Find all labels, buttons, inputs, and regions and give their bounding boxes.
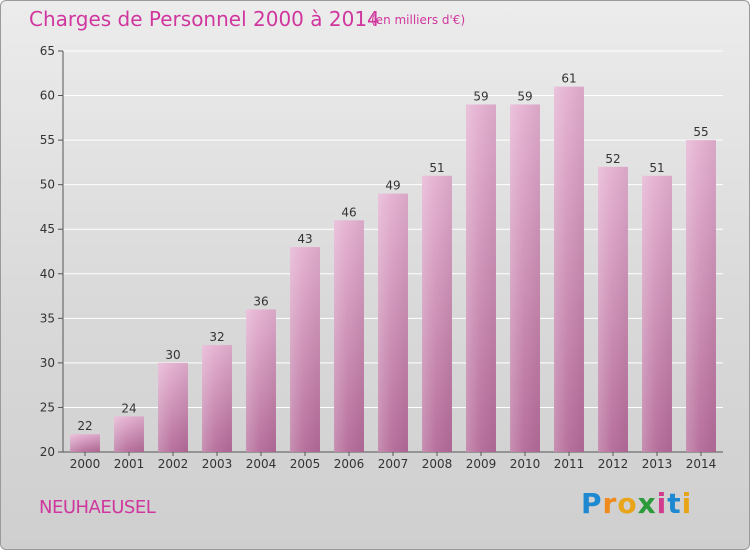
y-tick-label: 35 xyxy=(40,311,55,325)
y-tick-label: 55 xyxy=(40,133,55,147)
x-tick-label: 2009 xyxy=(466,457,497,471)
bar-highlight xyxy=(554,86,584,453)
bar-value-label: 52 xyxy=(605,152,620,166)
x-tick-label: 2010 xyxy=(510,457,541,471)
bar-value-label: 46 xyxy=(341,205,356,219)
x-tick-label: 2004 xyxy=(246,457,277,471)
bar-value-label: 51 xyxy=(429,161,444,175)
bar-highlight xyxy=(642,175,672,452)
x-tick-label: 2006 xyxy=(334,457,365,471)
bar-value-label: 59 xyxy=(517,89,532,103)
bar-highlight xyxy=(70,434,100,452)
bar-value-label: 61 xyxy=(561,72,576,86)
brand-letter: r xyxy=(602,487,618,520)
y-tick-label: 40 xyxy=(40,267,55,281)
bar-highlight xyxy=(422,175,452,452)
bar-value-label: 55 xyxy=(693,125,708,139)
x-tick-label: 2002 xyxy=(158,457,189,471)
x-tick-label: 2012 xyxy=(598,457,629,471)
y-tick-label: 25 xyxy=(40,400,55,414)
commune-name: NEUHAEUSEL xyxy=(39,497,156,518)
bar-value-label: 43 xyxy=(297,232,312,246)
bar-highlight xyxy=(510,104,540,452)
bar-value-label: 22 xyxy=(77,419,92,433)
bar-highlight xyxy=(158,362,188,452)
bar-highlight xyxy=(290,247,320,452)
bar-highlight xyxy=(686,140,716,452)
bar-highlight xyxy=(598,166,628,452)
x-tick-label: 2001 xyxy=(114,457,145,471)
brand-letter: o xyxy=(617,487,638,520)
x-tick-label: 2013 xyxy=(642,457,673,471)
bar-highlight xyxy=(466,104,496,452)
axis-layer: 20 25 30 35 40 45 50 55 60 65 2000 2001 2002 2003 2004… xyxy=(40,44,723,471)
x-tick-label: 2000 xyxy=(70,457,101,471)
y-tick-label: 45 xyxy=(40,222,55,236)
x-tick-label: 2005 xyxy=(290,457,321,471)
bar-value-label: 36 xyxy=(253,294,268,308)
y-tick-label: 65 xyxy=(40,44,55,58)
x-tick-label: 2011 xyxy=(554,457,585,471)
bar-highlight xyxy=(378,193,408,453)
y-tick-label: 50 xyxy=(40,178,55,192)
bar-highlight xyxy=(334,220,364,452)
brand-letter: P xyxy=(581,487,603,520)
y-tick-label: 60 xyxy=(40,89,55,103)
y-tick-label: 20 xyxy=(40,445,55,459)
x-tick-label: 2008 xyxy=(422,457,453,471)
brand-letter: t xyxy=(667,487,682,520)
bar-value-label: 32 xyxy=(209,330,224,344)
bar-value-label: 59 xyxy=(473,89,488,103)
x-tick-label: 2014 xyxy=(686,457,717,471)
bar-value-label: 24 xyxy=(121,401,136,415)
bar-value-label: 51 xyxy=(649,161,664,175)
y-tick-label: 30 xyxy=(40,356,55,370)
bar-highlight xyxy=(246,309,276,452)
chart-subtitle: (en milliers d'€) xyxy=(371,13,466,27)
bar-value-label: 30 xyxy=(165,348,180,362)
chart-title: Charges de Personnel 2000 à 2014 xyxy=(29,7,380,31)
x-tick-label: 2007 xyxy=(378,457,409,471)
brand-letter: x xyxy=(637,487,657,520)
bar-layer xyxy=(70,86,716,453)
bar-value-label: 49 xyxy=(385,179,400,193)
label-layer: 22 24 30 32 36 43 46 49 51 59 59 61 52 51 55 xyxy=(77,72,708,434)
brand-letter: i xyxy=(656,487,668,520)
brand-logo: Proxiti xyxy=(581,487,692,520)
bar-highlight xyxy=(114,416,144,452)
brand-letter: i xyxy=(681,487,693,520)
x-tick-label: 2003 xyxy=(202,457,233,471)
bar-highlight xyxy=(202,345,232,452)
